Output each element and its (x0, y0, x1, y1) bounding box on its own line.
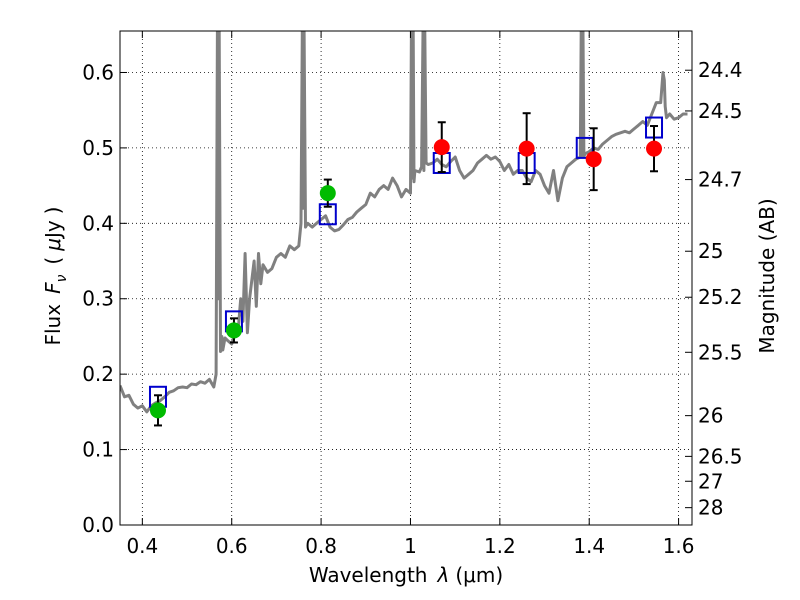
spectrum-line (120, 31, 688, 414)
green-photometry-point (319, 185, 336, 202)
green-photometry-point (225, 322, 242, 339)
y-tick-label: 0.0 (82, 513, 114, 537)
gridlines (120, 31, 692, 526)
plot-area (120, 31, 688, 427)
magnitude-tick-label: 25.5 (698, 340, 743, 364)
y-tick-labels: 0.0 0.1 0.2 0.3 0.4 0.5 0.6 (82, 60, 114, 537)
magnitude-tick-label: 24.4 (698, 58, 743, 82)
x-tick-label: 1.4 (573, 534, 605, 558)
plot-frame (119, 30, 693, 526)
x-tick-label: 0.6 (216, 534, 248, 558)
y-tick-label: 0.1 (82, 438, 114, 462)
x-tick-label: 0.8 (305, 534, 337, 558)
photometry-points (149, 139, 663, 419)
magnitude-tick-label: 25 (698, 239, 723, 263)
x-tick-label: 0.4 (126, 534, 158, 558)
magnitude-tick-labels: 24.4 24.5 24.7 25 25.2 25.5 26 26.527 28 (698, 58, 743, 519)
magnitude-tick-label: 26 (698, 404, 723, 428)
red-photometry-point (518, 140, 535, 157)
red-photometry-point (433, 139, 450, 156)
x-axis-label: Wavelength λ (μm) (309, 563, 503, 587)
y-axis-label: FluxFν(μJy) (41, 206, 70, 345)
y-tick-label: 0.6 (82, 60, 114, 84)
axis-ticks (120, 31, 692, 526)
x-tick-labels: 0.4 0.6 0.8 1 1.2 1.4 1.6 (126, 534, 694, 558)
y-tick-label: 0.3 (82, 287, 114, 311)
x-tick-label: 1 (404, 534, 417, 558)
magnitude-tick-label: 27 (698, 469, 723, 493)
y-tick-label: 0.2 (82, 362, 114, 386)
y-tick-label: 0.5 (82, 136, 114, 160)
red-photometry-point (646, 140, 663, 157)
red-photometry-point (585, 151, 602, 168)
magnitude-tick-label: 25.2 (698, 285, 743, 309)
magnitude-tick-label: 24.5 (698, 99, 743, 123)
y-tick-label: 0.4 (82, 211, 114, 235)
magnitude-tick-label: 26.5 (698, 444, 743, 468)
magnitude-tick-label: 24.7 (698, 168, 743, 192)
model-box-markers (148, 116, 664, 408)
x-tick-label: 1.2 (484, 534, 516, 558)
error-bars (153, 112, 659, 427)
magnitude-tick-label: 28 (698, 496, 723, 520)
magnitude-axis-label: Magnitude (AB) (755, 198, 779, 353)
green-photometry-point (149, 402, 166, 419)
x-tick-label: 1.6 (663, 534, 695, 558)
